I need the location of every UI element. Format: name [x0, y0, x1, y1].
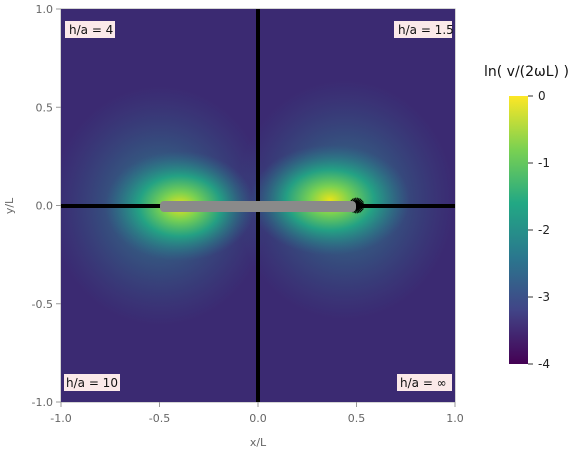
- label-bottom-left: h/a = 10: [64, 374, 120, 391]
- colorbar-ticks: 0 -1 -2 -3 -4: [528, 89, 550, 371]
- x-tick-label: 0.0: [249, 412, 267, 425]
- x-axis-ticks: -1.0 -0.5 0.0 0.5 1.0: [50, 402, 464, 425]
- label-bottom-right: h/a = ∞: [397, 374, 452, 391]
- colorbar: [509, 96, 528, 364]
- colorbar-tick-label: -4: [538, 357, 550, 371]
- svg-text:h/a = 4: h/a = 4: [69, 23, 113, 37]
- svg-text:h/a = 1.5: h/a = 1.5: [398, 23, 454, 37]
- label-top-left: h/a = 4: [65, 21, 115, 38]
- y-tick-label: 0.5: [36, 101, 54, 114]
- y-tick-label: 0.0: [36, 200, 54, 213]
- x-axis-title: x/L: [250, 436, 267, 449]
- svg-text:h/a = ∞: h/a = ∞: [400, 376, 447, 390]
- x-tick-label: 1.0: [446, 412, 464, 425]
- svg-text:h/a = 10: h/a = 10: [66, 376, 118, 390]
- y-axis-ticks: 1.0 0.5 0.0 -0.5 -1.0: [32, 3, 61, 409]
- rod: [160, 201, 356, 212]
- y-tick-label: 1.0: [36, 3, 54, 16]
- y-tick-label: -1.0: [32, 396, 53, 409]
- x-tick-label: 0.5: [348, 412, 366, 425]
- y-axis-title: y/L: [3, 197, 16, 214]
- label-top-right: h/a = 1.5: [394, 21, 454, 38]
- colorbar-tick-label: 0: [538, 89, 546, 103]
- colorbar-tick-label: -1: [538, 156, 550, 170]
- x-tick-label: -1.0: [50, 412, 71, 425]
- colorbar-title: ln( v/(2ωL) ): [484, 64, 569, 80]
- heat-glow-right: [250, 145, 410, 255]
- x-tick-label: -0.5: [149, 412, 170, 425]
- colorbar-tick-label: -2: [538, 223, 550, 237]
- colorbar-tick-label: -3: [538, 290, 550, 304]
- y-tick-label: -0.5: [32, 298, 53, 311]
